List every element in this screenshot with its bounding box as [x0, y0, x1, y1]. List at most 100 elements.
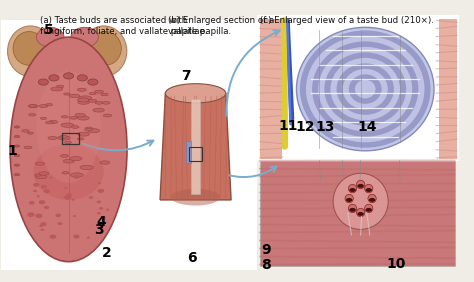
Circle shape — [357, 212, 364, 216]
Ellipse shape — [324, 52, 406, 126]
Circle shape — [35, 214, 43, 218]
Ellipse shape — [61, 155, 69, 157]
Ellipse shape — [14, 155, 20, 157]
Circle shape — [57, 222, 62, 225]
Ellipse shape — [14, 145, 20, 147]
Ellipse shape — [101, 93, 108, 96]
Ellipse shape — [84, 128, 92, 131]
Circle shape — [64, 187, 67, 189]
Text: (a) Taste buds are associated with
fungiform, foliate, and vallate papillae.: (a) Taste buds are associated with fungi… — [40, 16, 207, 36]
Bar — [260, 161, 455, 266]
Ellipse shape — [77, 75, 87, 81]
Ellipse shape — [89, 92, 96, 95]
Circle shape — [349, 208, 356, 212]
Circle shape — [73, 215, 76, 217]
Ellipse shape — [36, 162, 45, 165]
Ellipse shape — [71, 27, 99, 47]
Ellipse shape — [345, 194, 353, 203]
Ellipse shape — [100, 161, 110, 164]
Ellipse shape — [78, 132, 90, 136]
Text: (c) Enlarged view of a taste bud (210×).: (c) Enlarged view of a taste bud (210×). — [260, 16, 434, 25]
Ellipse shape — [102, 102, 110, 104]
Text: 8: 8 — [261, 258, 271, 272]
Ellipse shape — [27, 132, 34, 134]
Ellipse shape — [46, 103, 53, 106]
Bar — [0, 20, 138, 270]
Ellipse shape — [71, 173, 83, 177]
Ellipse shape — [14, 173, 20, 176]
Ellipse shape — [60, 135, 68, 138]
Ellipse shape — [29, 104, 36, 107]
Ellipse shape — [62, 172, 69, 174]
Circle shape — [49, 235, 56, 239]
Ellipse shape — [75, 113, 85, 117]
Ellipse shape — [306, 36, 424, 142]
Ellipse shape — [28, 114, 36, 116]
Ellipse shape — [368, 194, 376, 203]
Text: 2: 2 — [102, 246, 112, 260]
Ellipse shape — [348, 184, 356, 193]
Circle shape — [40, 228, 44, 231]
PathPatch shape — [160, 93, 231, 200]
Bar — [260, 19, 282, 159]
Circle shape — [99, 207, 103, 210]
Ellipse shape — [349, 74, 382, 104]
Ellipse shape — [88, 129, 100, 133]
Ellipse shape — [80, 165, 93, 170]
Ellipse shape — [85, 127, 92, 129]
Circle shape — [44, 189, 50, 193]
Ellipse shape — [49, 75, 59, 81]
Ellipse shape — [365, 204, 373, 213]
Ellipse shape — [78, 116, 89, 120]
Circle shape — [36, 195, 40, 197]
Circle shape — [55, 213, 61, 217]
Ellipse shape — [95, 102, 103, 104]
Circle shape — [365, 188, 372, 192]
Circle shape — [346, 198, 352, 202]
Ellipse shape — [64, 73, 73, 79]
Text: 11: 11 — [279, 119, 299, 133]
Circle shape — [39, 225, 43, 227]
Ellipse shape — [81, 26, 127, 76]
Text: 7: 7 — [182, 69, 191, 83]
Ellipse shape — [93, 108, 104, 112]
Bar — [438, 19, 457, 159]
Text: 10: 10 — [386, 257, 406, 271]
Ellipse shape — [78, 100, 90, 104]
Circle shape — [33, 190, 37, 192]
Circle shape — [98, 189, 104, 193]
Text: 6: 6 — [188, 251, 197, 265]
Text: 5: 5 — [44, 23, 53, 37]
Ellipse shape — [64, 93, 70, 95]
Ellipse shape — [64, 141, 72, 144]
Circle shape — [33, 183, 39, 187]
Ellipse shape — [356, 180, 365, 189]
Bar — [257, 15, 459, 161]
Ellipse shape — [171, 189, 220, 206]
Ellipse shape — [40, 117, 46, 119]
Ellipse shape — [61, 123, 73, 127]
Bar — [189, 147, 202, 161]
Ellipse shape — [36, 27, 64, 47]
Ellipse shape — [63, 159, 74, 163]
Circle shape — [73, 175, 80, 179]
Ellipse shape — [10, 37, 127, 262]
Ellipse shape — [348, 204, 356, 213]
Circle shape — [29, 201, 35, 205]
Circle shape — [98, 182, 101, 184]
Ellipse shape — [56, 85, 64, 88]
Ellipse shape — [330, 58, 400, 120]
Ellipse shape — [95, 90, 103, 93]
Circle shape — [97, 201, 101, 203]
Ellipse shape — [14, 164, 20, 166]
Circle shape — [102, 216, 106, 219]
Circle shape — [365, 208, 372, 212]
Ellipse shape — [312, 41, 419, 137]
Ellipse shape — [14, 135, 20, 138]
Ellipse shape — [8, 26, 54, 76]
Ellipse shape — [333, 173, 388, 229]
Ellipse shape — [28, 105, 38, 108]
Ellipse shape — [165, 84, 226, 103]
Ellipse shape — [39, 172, 49, 175]
Circle shape — [357, 184, 364, 188]
